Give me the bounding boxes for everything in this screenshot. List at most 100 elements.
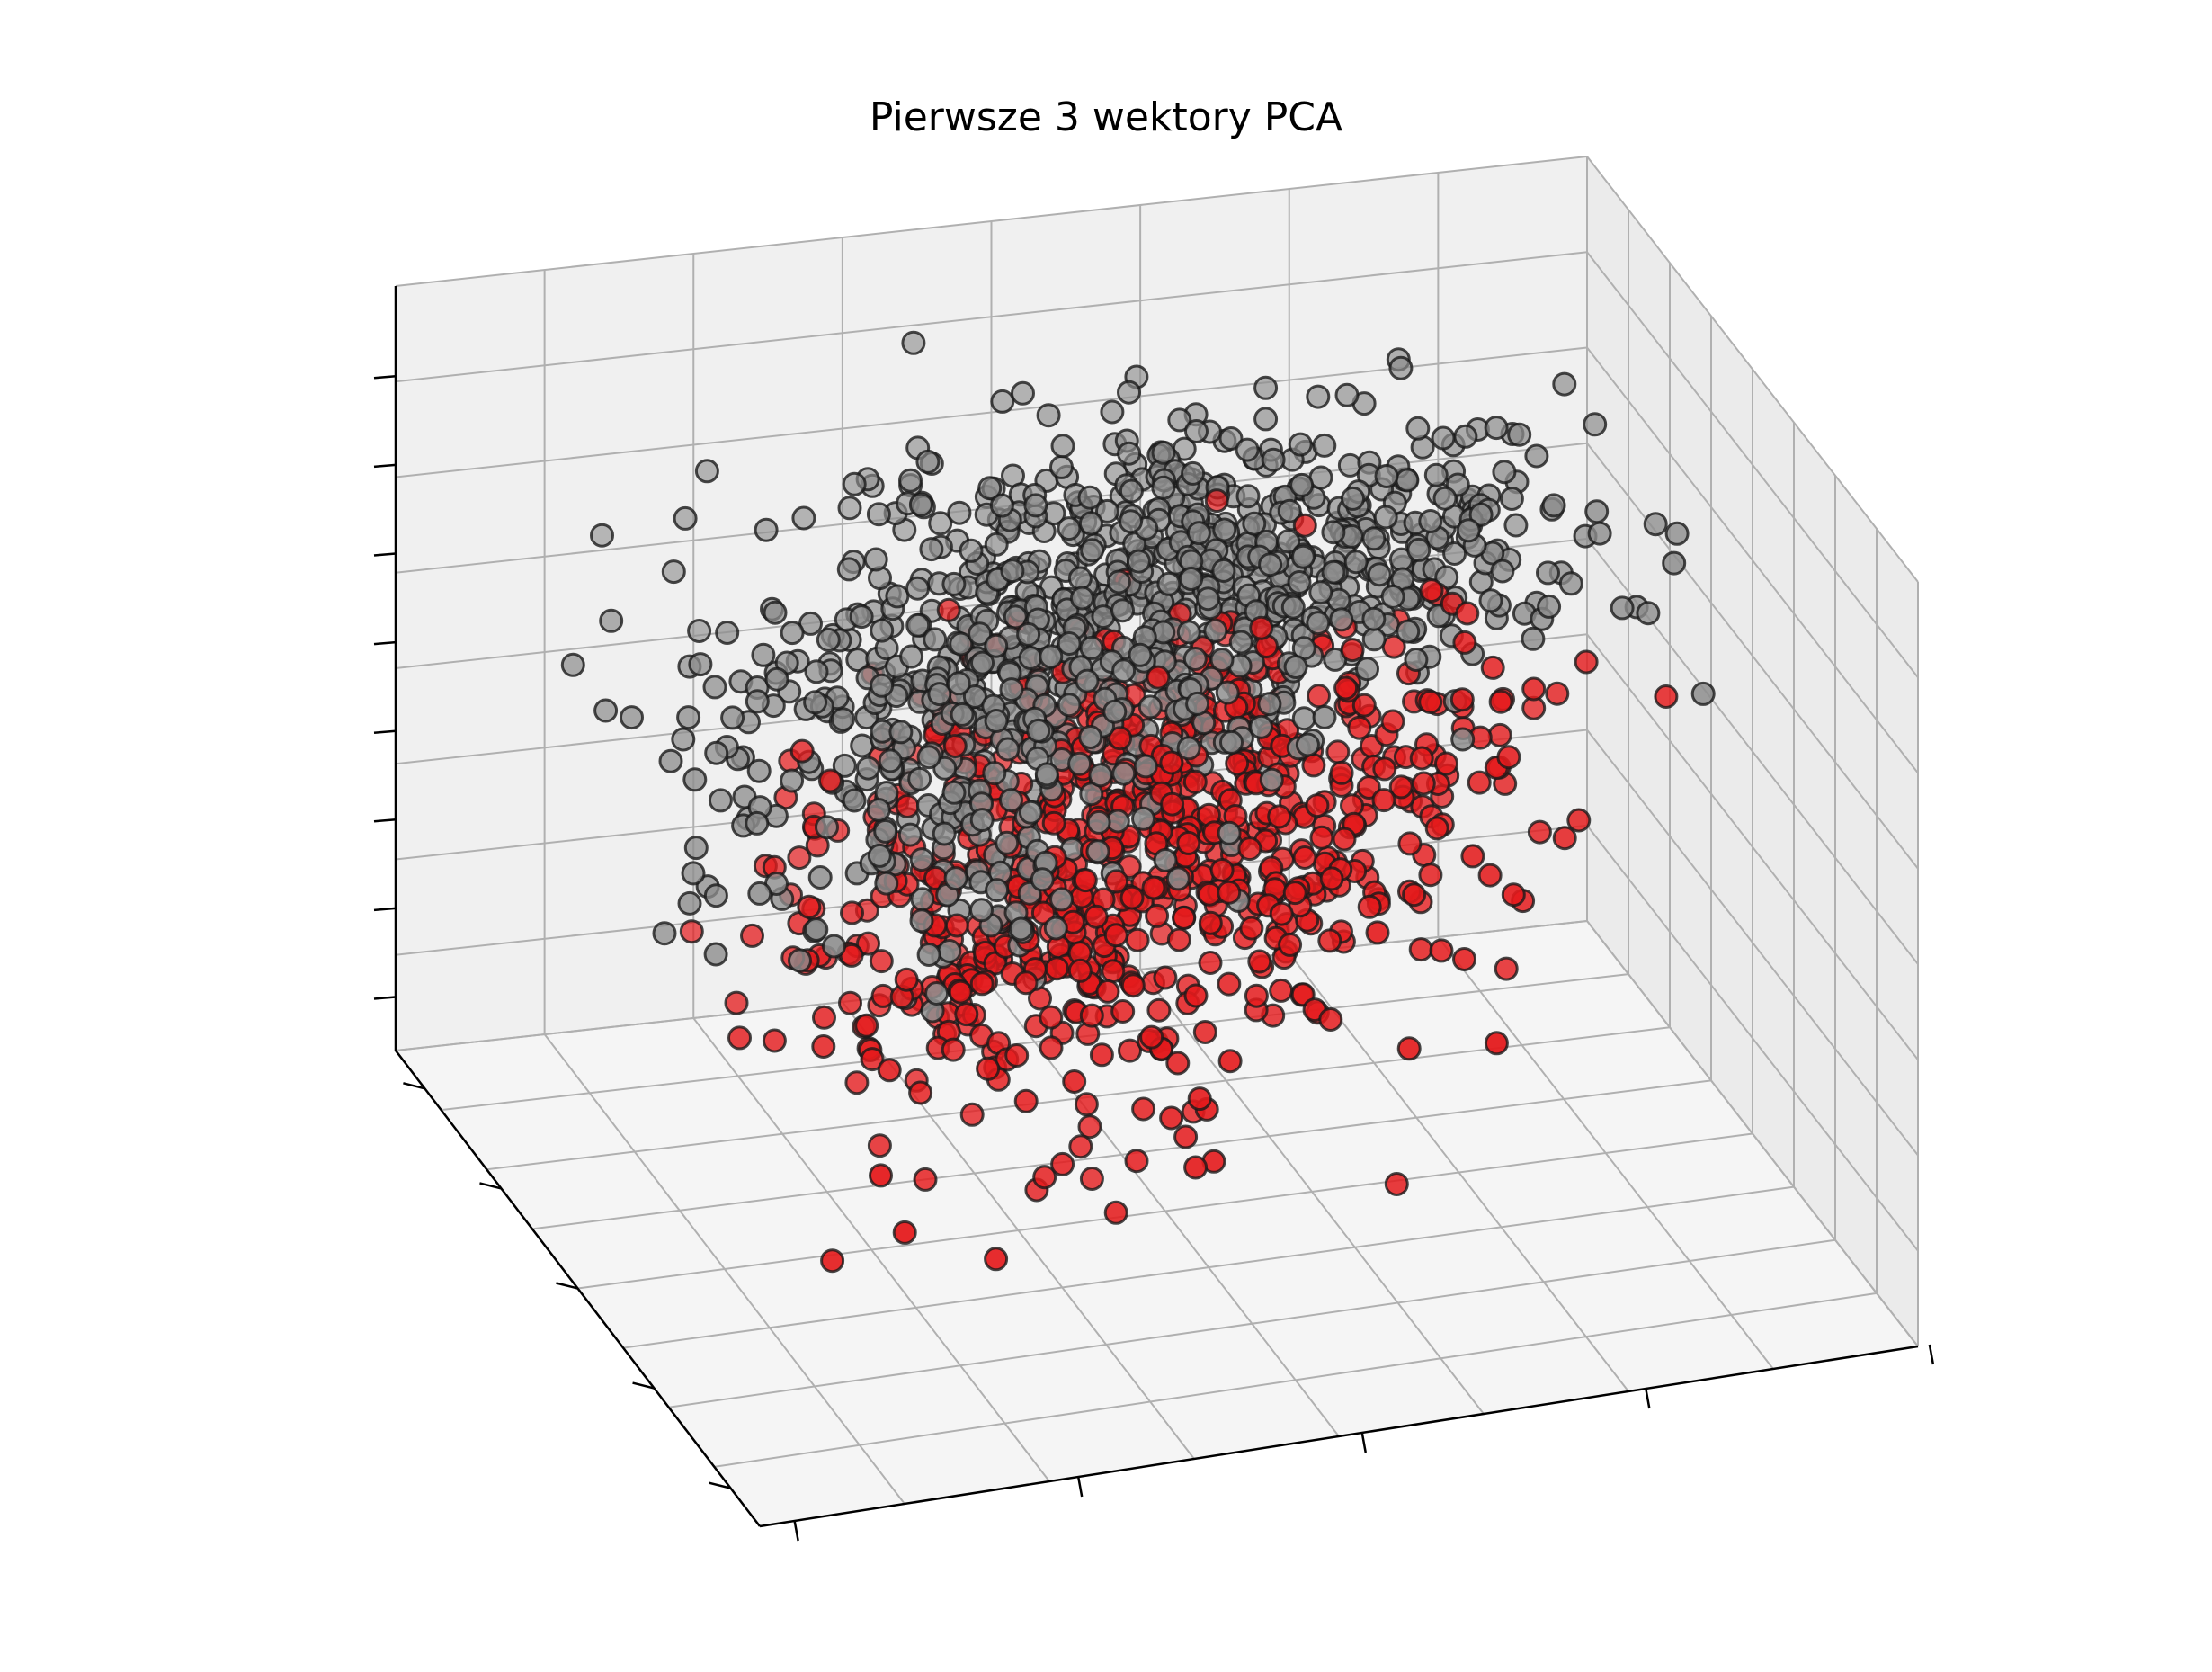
- data-point-grey: [1242, 511, 1267, 536]
- data-point-grey: [1080, 538, 1105, 563]
- data-point-red: [1039, 1035, 1064, 1060]
- data-point-grey: [1552, 371, 1577, 397]
- data-point-grey: [1182, 647, 1208, 671]
- data-point-grey: [1128, 642, 1153, 667]
- data-point-grey: [909, 908, 934, 934]
- data-point-grey: [1283, 655, 1308, 679]
- data-point-red: [1125, 927, 1150, 952]
- data-point-grey: [720, 705, 745, 730]
- data-point-red: [1654, 684, 1679, 709]
- data-point-red: [1496, 745, 1521, 770]
- data-point-grey: [943, 866, 968, 891]
- data-point-grey: [1380, 584, 1405, 609]
- data-point-grey: [688, 652, 713, 677]
- data-point-grey: [1185, 691, 1210, 716]
- data-point-grey: [941, 571, 967, 596]
- data-point-red: [817, 768, 843, 793]
- grid-line: [1586, 156, 1919, 583]
- data-point-grey: [694, 459, 719, 484]
- data-point-grey: [1361, 627, 1387, 652]
- data-point-grey: [1287, 570, 1312, 595]
- data-point-grey: [1406, 537, 1432, 562]
- data-point-grey: [927, 682, 952, 707]
- data-point-red: [1239, 916, 1264, 941]
- data-point-grey: [1215, 680, 1240, 705]
- data-point-grey: [1442, 541, 1467, 566]
- data-point-grey: [1165, 866, 1191, 891]
- data-point-grey: [916, 943, 941, 967]
- y-tick: [479, 1182, 502, 1190]
- data-point-red: [1159, 1105, 1184, 1131]
- data-point-grey: [780, 621, 805, 646]
- data-point-red: [1487, 722, 1512, 747]
- data-point-grey: [1395, 468, 1420, 493]
- data-point-grey: [849, 604, 874, 630]
- data-point-grey: [867, 843, 892, 868]
- data-point-grey: [1541, 493, 1566, 518]
- data-point-red: [1160, 791, 1185, 817]
- data-point-grey: [1057, 693, 1082, 718]
- data-point-grey: [897, 822, 923, 847]
- data-point-grey: [1306, 611, 1331, 636]
- data-point-grey: [599, 608, 624, 633]
- data-point-red: [1429, 938, 1454, 963]
- data-point-grey: [763, 600, 788, 625]
- data-point-red: [1039, 1005, 1064, 1030]
- data-point-grey: [1312, 704, 1337, 729]
- data-point-red: [869, 1163, 893, 1188]
- data-point-red: [1527, 819, 1552, 845]
- data-point-red: [789, 738, 815, 764]
- data-point-grey: [1405, 416, 1431, 441]
- data-point-grey: [1036, 403, 1061, 428]
- data-point-red: [942, 734, 968, 758]
- data-point-red: [1237, 836, 1262, 862]
- data-point-red: [1397, 831, 1423, 856]
- data-point-red: [892, 1220, 917, 1245]
- data-point-red: [1062, 1069, 1087, 1094]
- data-point-red: [1165, 1051, 1191, 1076]
- data-point-red: [860, 1047, 885, 1072]
- data-point-grey: [703, 942, 728, 967]
- data-point-grey: [1030, 867, 1055, 892]
- data-point-red: [1192, 1020, 1217, 1044]
- grid-line: [1288, 952, 1629, 1392]
- data-point-grey: [658, 748, 683, 773]
- data-point-grey: [1431, 425, 1456, 451]
- data-point-red: [1388, 774, 1414, 800]
- data-point-red: [877, 1058, 902, 1083]
- y-tick: [632, 1381, 655, 1390]
- data-point-red: [1209, 858, 1235, 882]
- z-tick: [373, 818, 397, 823]
- grid-line: [395, 251, 1588, 383]
- data-point-red: [1068, 1134, 1093, 1159]
- data-point-red: [1278, 932, 1303, 957]
- data-point-grey: [1367, 562, 1392, 587]
- data-point-red: [1351, 693, 1377, 718]
- grid-line: [1139, 969, 1485, 1415]
- data-point-red: [1077, 1114, 1102, 1140]
- data-point-red: [976, 1056, 1001, 1081]
- data-point-grey: [682, 767, 708, 792]
- data-point-red: [1110, 999, 1136, 1024]
- data-point-grey: [1153, 847, 1178, 872]
- data-point-grey: [702, 675, 727, 700]
- data-point-grey: [1131, 806, 1155, 831]
- data-point-red: [1319, 866, 1344, 891]
- data-point-red: [740, 923, 764, 948]
- data-point-grey: [1253, 375, 1279, 400]
- data-point-grey: [593, 698, 619, 723]
- y-tick: [403, 1082, 425, 1090]
- data-point-grey: [842, 788, 867, 813]
- data-point-grey: [704, 740, 729, 765]
- data-point-grey: [1361, 606, 1387, 631]
- data-point-grey: [1312, 433, 1337, 458]
- grid-line: [531, 1079, 1712, 1230]
- data-point-grey: [1156, 571, 1182, 596]
- grid-line: [395, 346, 1588, 478]
- data-point-grey: [1418, 509, 1443, 533]
- data-point-grey: [1100, 399, 1125, 425]
- data-point-grey: [661, 559, 686, 585]
- data-point-grey: [837, 496, 862, 521]
